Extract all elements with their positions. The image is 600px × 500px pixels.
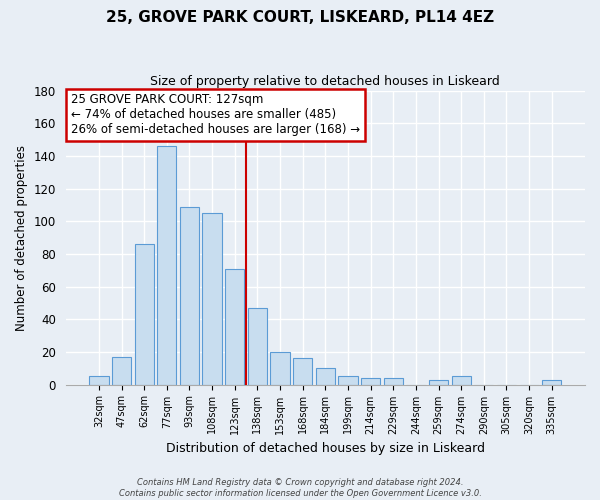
Text: 25, GROVE PARK COURT, LISKEARD, PL14 4EZ: 25, GROVE PARK COURT, LISKEARD, PL14 4EZ bbox=[106, 10, 494, 25]
Bar bbox=[225, 268, 244, 384]
Bar bbox=[112, 357, 131, 384]
Bar bbox=[202, 213, 222, 384]
Bar bbox=[542, 380, 562, 384]
Bar bbox=[89, 376, 109, 384]
Y-axis label: Number of detached properties: Number of detached properties bbox=[15, 144, 28, 330]
Text: 25 GROVE PARK COURT: 127sqm
← 74% of detached houses are smaller (485)
26% of se: 25 GROVE PARK COURT: 127sqm ← 74% of det… bbox=[71, 94, 360, 136]
Bar bbox=[361, 378, 380, 384]
Bar bbox=[316, 368, 335, 384]
Bar bbox=[293, 358, 313, 384]
Bar bbox=[157, 146, 176, 384]
Bar bbox=[338, 376, 358, 384]
X-axis label: Distribution of detached houses by size in Liskeard: Distribution of detached houses by size … bbox=[166, 442, 485, 455]
Bar bbox=[134, 244, 154, 384]
Text: Contains HM Land Registry data © Crown copyright and database right 2024.
Contai: Contains HM Land Registry data © Crown c… bbox=[119, 478, 481, 498]
Bar bbox=[383, 378, 403, 384]
Bar bbox=[429, 380, 448, 384]
Bar bbox=[180, 206, 199, 384]
Title: Size of property relative to detached houses in Liskeard: Size of property relative to detached ho… bbox=[151, 75, 500, 88]
Bar bbox=[452, 376, 471, 384]
Bar bbox=[248, 308, 267, 384]
Bar bbox=[271, 352, 290, 384]
